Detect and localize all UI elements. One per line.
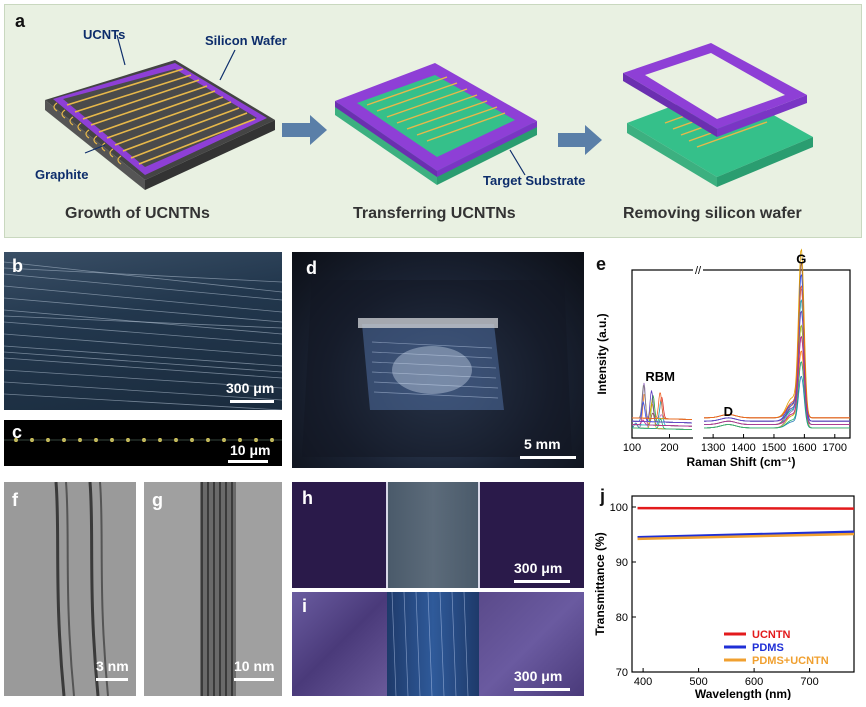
x-tick-label: 1300 (701, 442, 725, 454)
x-tick-label: 500 (689, 676, 707, 688)
y-tick-label: 70 (616, 667, 628, 679)
series-line-pdms (637, 530, 855, 539)
raman-series-g-11 (704, 273, 850, 422)
annotation-g: G (796, 251, 806, 266)
panel-b-scale: 300 μm (226, 380, 275, 396)
legend-label: UCNTN (752, 629, 791, 641)
panel-f-scale: 3 nm (96, 658, 129, 674)
legend-label: PDMS (752, 642, 784, 654)
panel-g-label: g (152, 490, 163, 510)
panel-g-scale: 10 nm (234, 658, 275, 674)
x-tick-label: 700 (800, 676, 818, 688)
arrow-2 (558, 125, 602, 155)
raman-series-rbm-16 (631, 392, 692, 420)
y-axis-label: Intensity (a.u.) (595, 313, 609, 394)
x-axis-label: Wavelength (nm) (695, 687, 791, 700)
panel-a-label: a (15, 11, 26, 31)
panel-h-scalebar (514, 580, 570, 583)
graphite-callout: Graphite (35, 167, 89, 182)
raman-series-rbm-15 (632, 390, 692, 424)
panel-d-label: d (306, 258, 317, 278)
panel-e: e // 100 200 1300 1400 1500 1600 1700 Raman Shif… (592, 248, 862, 476)
series-line-ucntn (637, 506, 855, 510)
raman-series-g-14 (704, 335, 850, 425)
panel-a-schematic (45, 34, 813, 190)
panel-c-scale: 10 μm (230, 442, 271, 458)
step-1-caption: Growth of UCNTNs (65, 205, 210, 222)
y-axis-label: Transmittance (%) (593, 532, 607, 635)
raman-series-g-6 (704, 262, 850, 425)
panel-h-image: h 300 μm (292, 482, 584, 588)
panel-i-image: i 300 μm (292, 592, 584, 696)
raman-series-g-1 (704, 375, 850, 429)
panel-g-image: g 10 nm (144, 482, 282, 696)
target-substrate-callout: Target Substrate (483, 173, 586, 188)
x-tick-label: 100 (623, 442, 641, 454)
axis-break-bottom-gap (693, 436, 703, 440)
x-axis-label: Raman Shift (cm⁻¹) (686, 455, 795, 469)
legend-label: PDMS+UCNTN (752, 655, 829, 667)
growth-illustration (45, 34, 275, 190)
panel-d-image: d 5 mm (292, 252, 584, 468)
panel-c-image: c 10 μm (4, 420, 282, 466)
plot-frame (631, 269, 851, 439)
raman-series-rbm-14 (632, 419, 692, 427)
panel-i-scale: 300 μm (514, 668, 563, 684)
panel-c-scalebar (228, 460, 268, 463)
x-tick-label: 400 (634, 676, 652, 688)
ucnts-callout: UCNTs (83, 27, 126, 42)
transfer-illustration (335, 63, 537, 185)
y-tick-label: 80 (616, 612, 628, 624)
x-tick-label: 1700 (823, 442, 847, 454)
raman-series-g-16 (704, 285, 850, 419)
annotation-rbm: RBM (645, 369, 675, 384)
y-tick-label: 100 (610, 502, 628, 514)
panel-d-scale: 5 mm (524, 436, 561, 452)
step-2-caption: Transferring UCNTNs (353, 205, 516, 222)
annotation-d: D (724, 404, 733, 419)
panel-d-scalebar (520, 456, 576, 459)
transmittance-chart: 400 500 600 700 70 80 90 100 UCNTNPDMSPDMS+UCNTN… (593, 495, 855, 700)
x-tick-label: 600 (745, 676, 763, 688)
panel-h-label: h (302, 488, 313, 508)
remove-illustration (623, 43, 813, 187)
raman-series-rbm-13 (632, 418, 692, 430)
raman-series-g-4 (704, 299, 850, 419)
axis-break-mark: // (695, 265, 702, 277)
panel-h-scale: 300 μm (514, 560, 563, 576)
panel-f-image: f 3 nm (4, 482, 136, 696)
raman-series-g-12 (704, 248, 850, 419)
x-tick-label: 1500 (762, 442, 786, 454)
panel-a: a (4, 4, 862, 238)
panel-b-scalebar (230, 400, 274, 403)
y-tick-label: 90 (616, 557, 628, 569)
panel-f-label: f (12, 490, 18, 510)
panel-f-scalebar (96, 678, 128, 681)
panel-i-label: i (302, 596, 308, 616)
x-tick-label: 200 (660, 442, 678, 454)
panel-b-image: b 300 μm (4, 252, 282, 410)
raman-series-g-13 (704, 361, 850, 429)
panel-j: j 400 500 600 700 70 80 90 100 UCNTN PDMS PDMS+UCN… (592, 482, 862, 700)
x-tick-label: 1600 (792, 442, 816, 454)
panel-e-label: e (596, 254, 607, 274)
series-line-pdms-ucntn (637, 532, 855, 541)
step-3-caption: Removing silicon wafer (623, 205, 802, 222)
panel-g-scalebar (234, 678, 274, 681)
panel-c-label: c (12, 422, 23, 442)
arrow-1 (282, 115, 327, 145)
raman-chart: // 100 200 1300 1400 1500 1600 1700 Raman Shift … (595, 248, 851, 469)
silicon-wafer-callout: Silicon Wafer (205, 33, 287, 48)
panel-j-label: j (600, 486, 606, 506)
panel-b-label: b (12, 256, 23, 276)
x-tick-label: 1400 (731, 442, 755, 454)
plot-frame (631, 495, 855, 673)
panel-i-scalebar (514, 688, 570, 691)
raman-series-g-15 (704, 310, 850, 422)
axis-break-top-gap (693, 268, 703, 272)
